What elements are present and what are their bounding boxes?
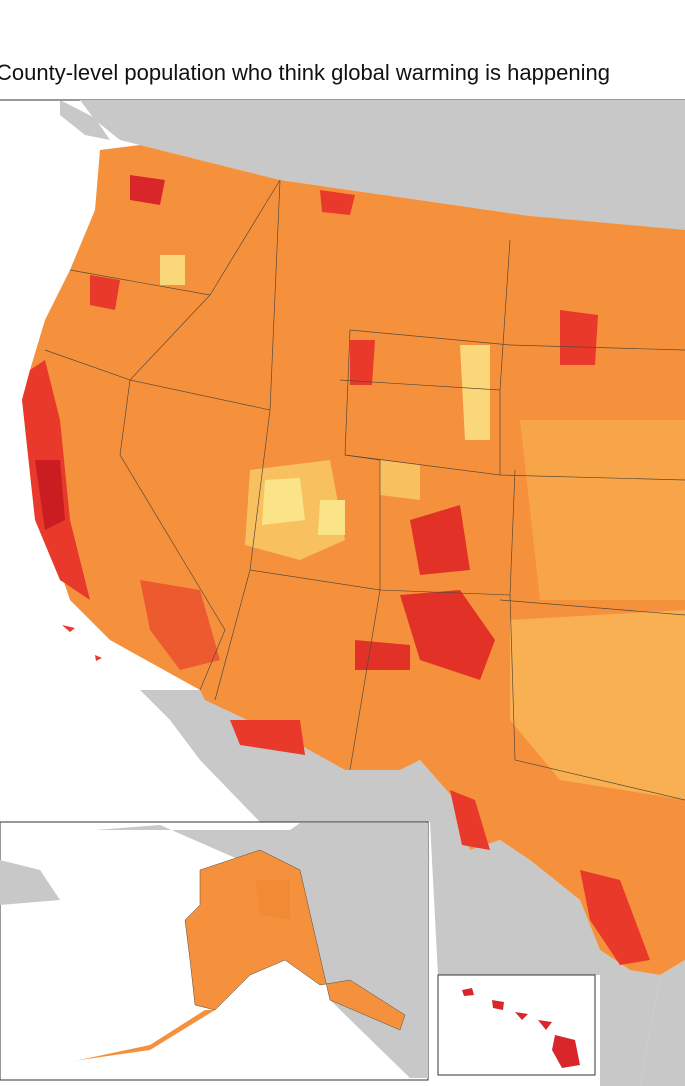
dark-region bbox=[580, 870, 650, 965]
dark-region bbox=[560, 310, 598, 365]
state-border bbox=[214, 569, 685, 801]
map-title: County-level population who think global… bbox=[0, 60, 610, 85]
alaska bbox=[184, 849, 406, 1031]
light-region bbox=[160, 255, 185, 285]
islands bbox=[62, 625, 102, 661]
mexico bbox=[140, 690, 660, 1086]
light-region bbox=[380, 460, 420, 500]
dark-region bbox=[90, 275, 120, 310]
vancouver-island bbox=[60, 100, 110, 140]
light-region bbox=[510, 610, 685, 800]
dark-region bbox=[400, 590, 495, 680]
dark-region bbox=[410, 505, 470, 575]
dark-region bbox=[130, 175, 165, 205]
dark-region bbox=[350, 340, 375, 385]
canada bbox=[80, 100, 685, 232]
dark-region bbox=[355, 640, 410, 670]
lightest-region bbox=[262, 478, 305, 525]
alaska-region bbox=[255, 880, 290, 920]
russia-inset bbox=[0, 860, 60, 905]
dark-region bbox=[450, 790, 490, 850]
us-west bbox=[22, 145, 685, 975]
aleutians bbox=[70, 1010, 215, 1062]
dark-region bbox=[320, 190, 355, 215]
gulf-shore bbox=[640, 960, 685, 1086]
darkest-region bbox=[35, 460, 65, 530]
hawaii bbox=[462, 988, 580, 1068]
canada-inset bbox=[95, 823, 428, 1078]
mid-region bbox=[140, 580, 220, 670]
lightest-region bbox=[318, 500, 345, 535]
dark-region bbox=[230, 720, 305, 755]
light-region bbox=[520, 420, 685, 600]
light-region bbox=[460, 345, 490, 440]
